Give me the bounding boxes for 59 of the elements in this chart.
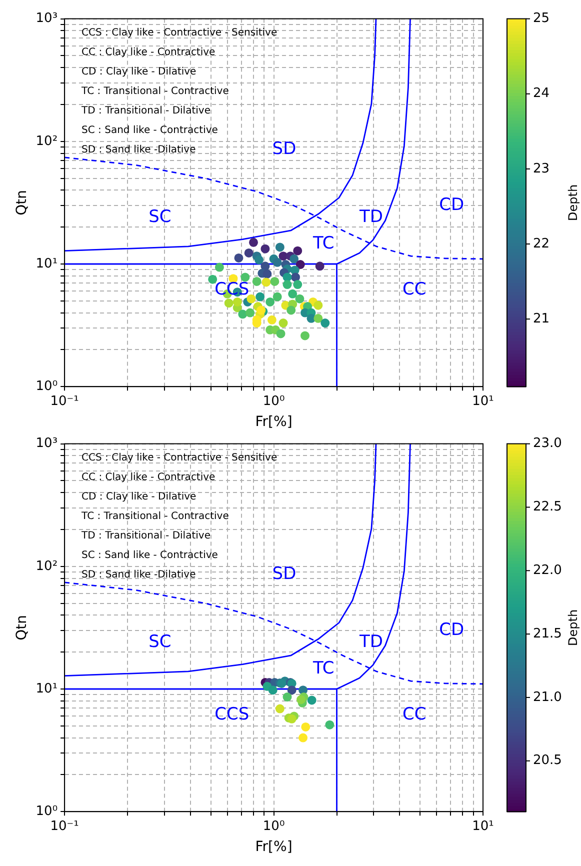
y-tick-label: 10³ [36, 436, 58, 452]
color-bar-label: 25 [533, 11, 550, 26]
annotation: SC : Sand like - Contractive [82, 550, 218, 561]
annotation: CC : Clay like - Contractive [82, 472, 216, 483]
color-bar-label: 21 [533, 311, 550, 326]
annotation: SC [148, 632, 172, 652]
x-tick-label: 10⁻¹ [50, 818, 79, 834]
color-bar-label: 22.5 [533, 500, 562, 515]
annotation: SC [148, 206, 172, 227]
annotation: TD : Transitional - Dilative [80, 530, 210, 542]
y-tick-label: 10² [36, 134, 58, 149]
y-tick-label: 10² [36, 558, 58, 574]
annotation: SD : Sand like -Dilative [82, 144, 196, 156]
annotation: SD [272, 564, 296, 584]
annotation: TD : Transitional - Dilative [80, 105, 210, 116]
y-axis-title: Qtn [14, 615, 30, 640]
annotation: CC [402, 704, 426, 725]
annotation: CD : Clay like - Dilative [82, 491, 196, 502]
annotation: CD [439, 620, 464, 640]
annotation: TC [312, 233, 334, 254]
color-bar-title: Depth [566, 609, 580, 646]
x-tick-label: 10⁰ [262, 394, 285, 409]
x-tick-label: 10¹ [472, 818, 494, 834]
annotation: SD : Sand like -Dilative [82, 569, 196, 580]
annotation: CD : Clay like - Dilative [82, 66, 196, 78]
annotation: CCS [214, 704, 250, 725]
y-tick-label: 10¹ [36, 681, 58, 696]
y-tick-label: 10⁰ [36, 804, 58, 819]
annotation: CC [402, 280, 426, 300]
color-bar-label: 24 [533, 86, 550, 102]
y-tick-label: 10³ [36, 11, 58, 26]
color-bar-label: 21.0 [533, 690, 562, 705]
color-bar-label: 22.0 [533, 563, 562, 578]
annotation: SC : Sand like - Contractive [82, 124, 218, 136]
color-bar-label: 22 [533, 236, 550, 252]
annotation: CCS : Clay like - Contractive - Sensitive [82, 452, 278, 464]
x-axis-title: Fr[%] [255, 414, 292, 430]
annotation: TC : Transitional - Contractive [80, 86, 229, 97]
annotation: TC [312, 658, 334, 678]
x-tick-label: 10⁰ [262, 818, 285, 834]
y-axis-title: Qtn [14, 190, 30, 216]
color-bar-label: 23.0 [533, 436, 562, 452]
annotation: TD [358, 206, 384, 227]
color-bar-label: 23 [533, 161, 550, 176]
annotation: CC : Clay like - Contractive [82, 46, 216, 58]
annotation: SD [272, 138, 296, 159]
x-tick-label: 10¹ [472, 394, 494, 409]
annotation: CCS : Clay like - Contractive - Sensitive [82, 27, 278, 38]
y-tick-label: 10¹ [36, 256, 58, 272]
annotation: TD [358, 632, 384, 652]
color-bar-label: 21.5 [533, 626, 562, 642]
x-tick-label: 10⁻¹ [50, 394, 79, 409]
y-tick-label: 10⁰ [36, 378, 58, 394]
annotation: CCS [214, 280, 250, 300]
annotation: TC : Transitional - Contractive [80, 510, 229, 522]
x-axis-title: Fr[%] [255, 839, 292, 856]
color-bar-title: Depth [566, 184, 580, 221]
annotation: CD [439, 195, 464, 216]
color-bar-label: 20.5 [533, 753, 562, 768]
